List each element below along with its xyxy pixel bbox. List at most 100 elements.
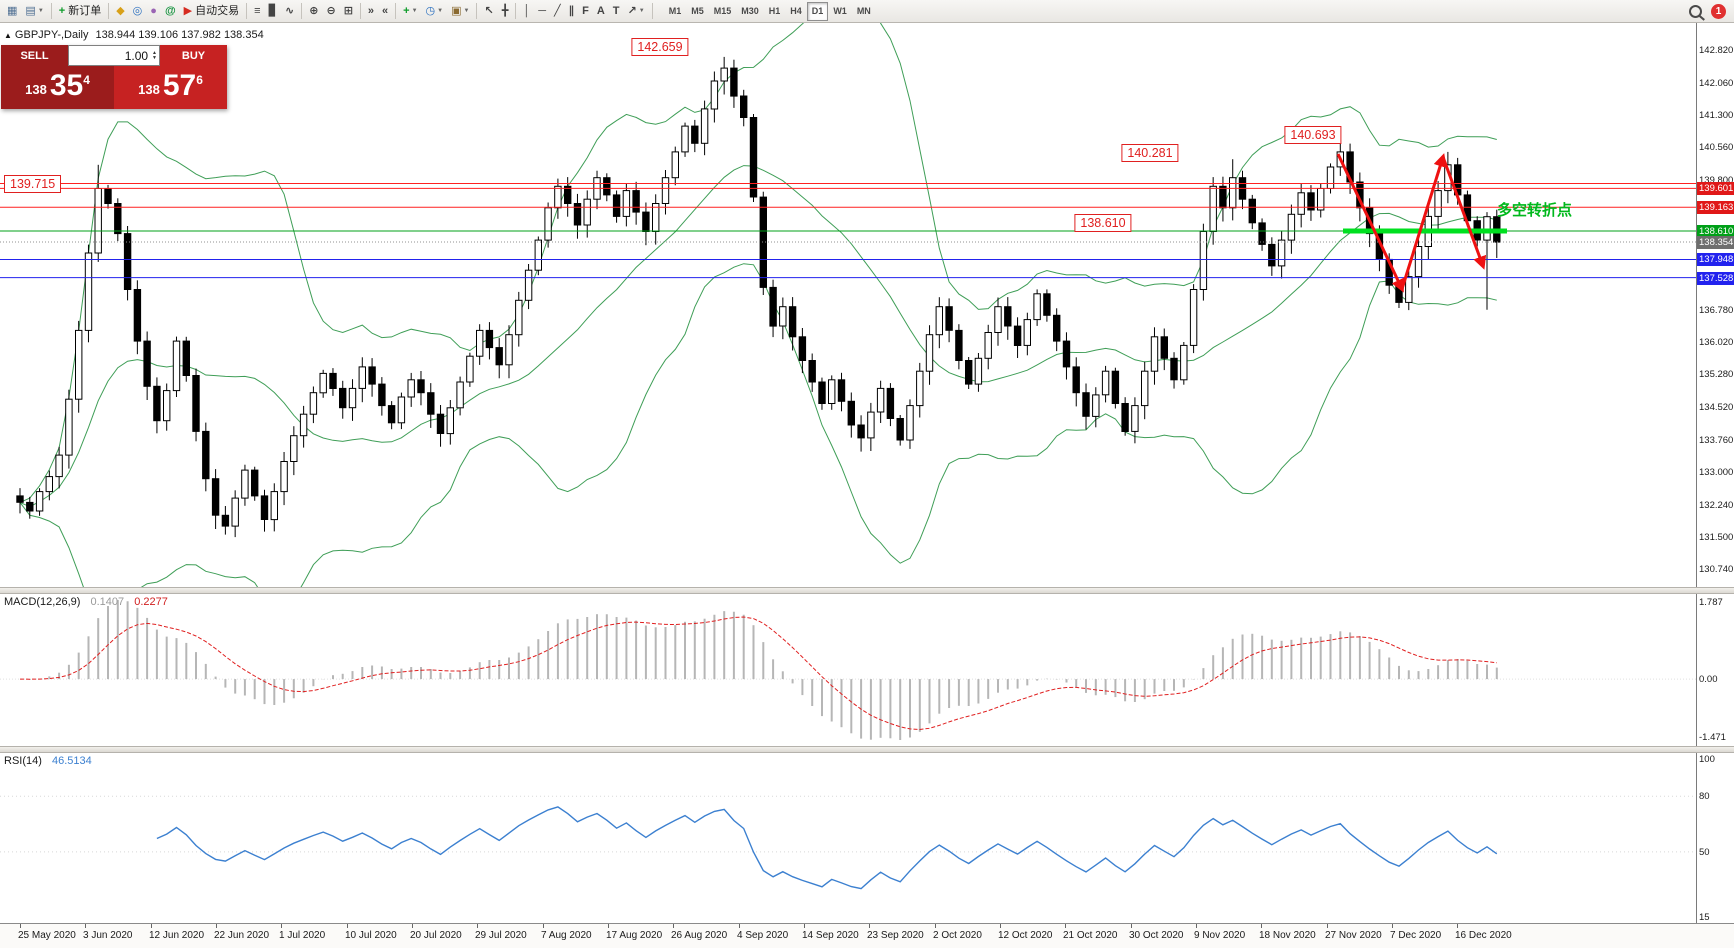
chart-shift-button[interactable]: « xyxy=(378,1,392,22)
timeframe-w1[interactable]: W1 xyxy=(833,6,847,16)
price-scale-label: 130.740 xyxy=(1699,564,1734,575)
tile-windows-button[interactable]: ⊞ xyxy=(340,1,357,22)
macd-canvas xyxy=(0,600,1697,740)
new-chart-button[interactable]: ▦ xyxy=(3,1,21,22)
new-order-button[interactable]: + 新订单 xyxy=(55,1,105,22)
timeframe-m15[interactable]: M15 xyxy=(713,6,732,16)
timeframe-h1[interactable]: H1 xyxy=(768,6,781,16)
market-watch-icon: ◆ xyxy=(116,4,125,17)
new-order-button-label: 新订单 xyxy=(68,4,102,17)
cursor-button[interactable]: ↖ xyxy=(480,1,497,22)
price-tag: 138.354 xyxy=(1697,236,1734,249)
toolbar-separator xyxy=(476,3,478,19)
date-label: 17 Aug 2020 xyxy=(606,930,663,941)
price-label-annotation[interactable]: 139.715 xyxy=(4,175,62,193)
rsi-value: 46.5134 xyxy=(51,755,92,767)
autotrading-button-label: 自动交易 xyxy=(195,4,240,17)
price-label-annotation[interactable]: 140.281 xyxy=(1121,144,1179,162)
macd-signal-line xyxy=(19,616,1497,731)
price-scale-label: 141.300 xyxy=(1699,110,1734,121)
crosshair-icon: ╋ xyxy=(501,4,509,17)
macd-pane[interactable]: MACD(12,26,9) 0.1407 0.2277 1.787 0.00 -1.… xyxy=(0,594,1734,746)
macd-scale[interactable]: 1.787 0.00 -1.471 xyxy=(1696,594,1734,746)
rsi-scale[interactable]: 100 80 50 15 xyxy=(1696,753,1734,923)
line-chart-button[interactable]: ∿ xyxy=(281,1,298,22)
symbol-marker-icon: ▲ xyxy=(4,31,12,40)
crosshair-button[interactable]: ╋ xyxy=(498,1,513,22)
rsi-pane[interactable]: RSI(14) 46.5134 100 80 50 15 xyxy=(0,753,1734,923)
data-window-button[interactable]: ◎ xyxy=(129,1,147,22)
sell-button[interactable]: 138 35 4 xyxy=(1,66,114,109)
terminal-button[interactable]: @ xyxy=(161,1,180,22)
price-tag: 137.528 xyxy=(1697,272,1734,285)
price-label-annotation[interactable]: 138.610 xyxy=(1074,214,1132,232)
buy-label: BUY xyxy=(160,45,227,66)
trendline-button[interactable]: ╱ xyxy=(550,1,565,22)
indicators-button[interactable]: + ▼ xyxy=(399,1,421,22)
chart-window-icon: ▦ xyxy=(7,4,18,17)
autotrading-button[interactable]: ▶ 自动交易 xyxy=(180,1,243,22)
toolbar-right: 1 xyxy=(1685,1,1731,22)
main-chart-pane[interactable]: 139.715 142.659 140.281 140.693 138.610 多空转折点… xyxy=(0,23,1734,587)
pane-splitter[interactable] xyxy=(0,746,1734,753)
price-tag: 137.948 xyxy=(1697,253,1734,266)
date-tick xyxy=(804,924,805,928)
periods-button[interactable]: ◷ ▼ xyxy=(422,1,448,22)
date-tick xyxy=(1131,924,1132,928)
notification-badge[interactable]: 1 xyxy=(1711,3,1726,19)
timeframe-m1[interactable]: M1 xyxy=(668,6,682,16)
spinner-up-icon[interactable]: ▲ xyxy=(152,49,157,56)
volume-spinner[interactable]: ▲ ▼ xyxy=(152,49,157,61)
label-button[interactable]: T xyxy=(609,1,624,22)
price-scale-label: 132.240 xyxy=(1699,500,1734,511)
trend-arrow-object[interactable] xyxy=(1336,153,1405,293)
bar-chart-button[interactable]: ≡ xyxy=(250,1,264,22)
date-tick xyxy=(216,924,217,928)
buy-button[interactable]: 138 57 6 xyxy=(114,66,227,109)
toolbar: ▦ ▤ ▼ + 新订单 ◆ ◎ ● @ ▶ 自动交易 ≡ ▊ ∿ ⊕ ⊖ ⊞ » « + ▼ ◷ ▼ ▣ ▼ ↖ ╋ │ ─ ╱ ∥ F A T ↗… xyxy=(0,0,1734,23)
price-label-annotation[interactable]: 142.659 xyxy=(631,38,689,56)
horizontal-line-button[interactable]: ─ xyxy=(534,1,550,22)
candles-layer xyxy=(16,56,1501,538)
vertical-line-button[interactable]: │ xyxy=(519,1,534,22)
date-label: 9 Nov 2020 xyxy=(1194,930,1246,941)
timeframe-m5[interactable]: M5 xyxy=(691,6,704,16)
arrows-button[interactable]: ↗ ▼ xyxy=(624,1,649,22)
horizontal-line-icon: ─ xyxy=(538,4,546,17)
market-watch-button[interactable]: ◆ xyxy=(112,1,128,22)
price-scale-label: 142.820 xyxy=(1699,45,1734,56)
chart-profiles-icon: ▤ xyxy=(25,4,36,17)
zoom-out-button[interactable]: ⊖ xyxy=(322,1,339,22)
trend-arrow-object[interactable] xyxy=(1441,156,1487,270)
templates-button[interactable]: ▣ ▼ xyxy=(447,1,473,22)
text-button[interactable]: A xyxy=(593,1,609,22)
price-tag: 138.610 xyxy=(1697,225,1734,238)
pane-splitter[interactable] xyxy=(0,587,1734,594)
candle-chart-button[interactable]: ▊ xyxy=(265,1,281,22)
volume-input[interactable]: 1.00 ▲ ▼ xyxy=(68,45,160,66)
date-axis[interactable]: 25 May 2020 3 Jun 2020 12 Jun 2020 22 Jun 2… xyxy=(0,923,1734,948)
price-scale[interactable]: 142.820 142.060 141.300 140.560 139.800 136.7… xyxy=(1696,23,1734,587)
navigator-button[interactable]: ● xyxy=(146,1,161,22)
date-label: 22 Jun 2020 xyxy=(214,930,270,941)
chart-profiles-button[interactable]: ▤ ▼ xyxy=(21,1,47,22)
auto-scroll-button[interactable]: » xyxy=(364,1,378,22)
indicator-scale-label: 100 xyxy=(1699,754,1715,765)
zoom-in-icon: ⊕ xyxy=(309,4,319,17)
template-icon: ▣ xyxy=(451,4,462,17)
channel-button[interactable]: ∥ xyxy=(565,1,579,22)
toolbar-separator xyxy=(359,3,361,19)
timeframe-m30[interactable]: M30 xyxy=(741,6,759,16)
trend-arrow-object[interactable] xyxy=(1400,153,1447,290)
fibonacci-button[interactable]: F xyxy=(578,1,593,22)
date-label: 21 Oct 2020 xyxy=(1063,930,1118,941)
price-label-annotation[interactable]: 140.693 xyxy=(1284,126,1342,144)
zoom-in-button[interactable]: ⊕ xyxy=(305,1,322,22)
search-button[interactable] xyxy=(1685,1,1706,22)
timeframe-mn[interactable]: MN xyxy=(856,6,871,16)
timeframe-d1[interactable]: D1 xyxy=(806,1,829,21)
main-chart-canvas[interactable] xyxy=(0,23,1697,587)
timeframe-h4[interactable]: H4 xyxy=(790,6,802,16)
spinner-down-icon[interactable]: ▼ xyxy=(152,54,157,61)
